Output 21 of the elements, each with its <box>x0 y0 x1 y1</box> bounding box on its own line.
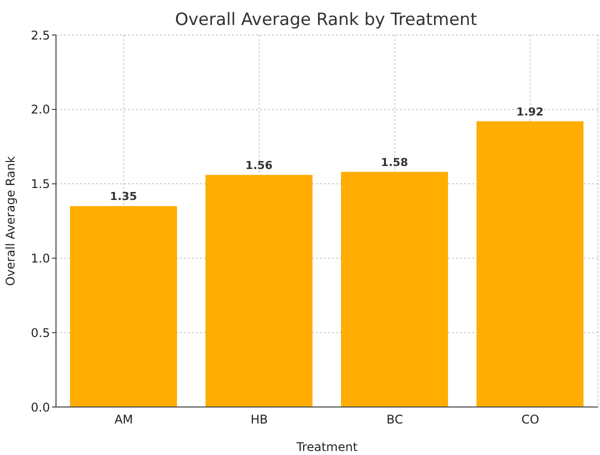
data-label: 1.92 <box>516 105 544 118</box>
y-axis-title: Overall Average Rank <box>3 156 18 286</box>
x-tick-label: HB <box>250 412 268 427</box>
y-tick-label: 2.0 <box>30 102 50 117</box>
bar <box>206 174 312 407</box>
y-tick-label: 1.5 <box>30 177 50 192</box>
x-axis-title: Treatment <box>295 440 358 454</box>
chart-title: Overall Average Rank by Treatment <box>174 10 478 30</box>
bar <box>70 206 177 407</box>
data-label: 1.56 <box>245 158 273 172</box>
y-tick-label: 1.0 <box>30 251 50 266</box>
x-tick-label: BC <box>386 412 403 427</box>
y-tick-label: 2.5 <box>30 28 50 42</box>
y-tick-label: 0.5 <box>30 326 50 340</box>
x-tick-label: CO <box>521 412 540 427</box>
data-label: 1.58 <box>380 156 408 169</box>
bar <box>341 172 448 407</box>
bar <box>476 121 584 407</box>
y-tick-label: 0.0 <box>30 400 50 414</box>
x-tick-label: AM <box>114 412 134 427</box>
data-label: 1.35 <box>110 190 138 204</box>
